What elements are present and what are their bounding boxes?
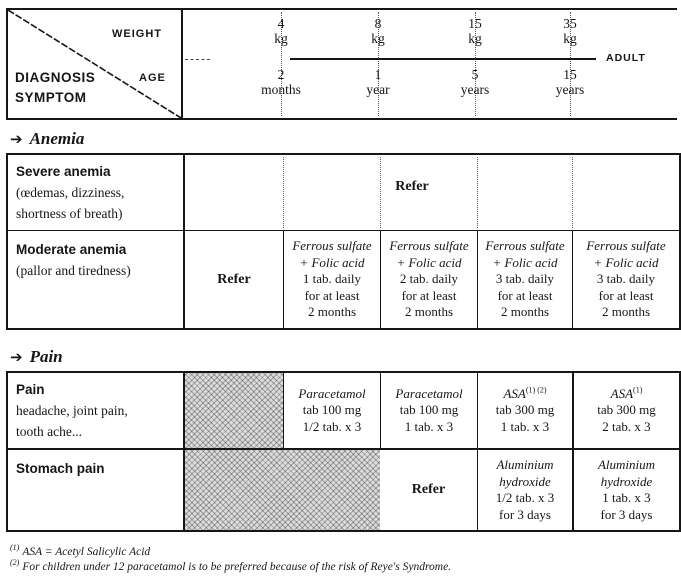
footnote-reference: (1) (2): [525, 385, 547, 395]
pain-table: Pain headache, joint pain, tooth ache...…: [6, 371, 681, 532]
stomach-pain-dose-cell-15yr: Aluminium hydroxide 1/2 tab. x 3 for 3 d…: [477, 448, 572, 530]
refer-text: Refer: [395, 179, 429, 194]
row-label: Pain: [16, 382, 45, 397]
pain-dose-cell-35kg: Paracetamol tab 100 mg 1 tab. x 3: [380, 373, 477, 448]
column-divider-dotted: [378, 12, 379, 116]
moderate-anemia-dose-cell-35kg: Ferrous sulfate + Folic acid 3 tab. dail…: [477, 230, 572, 328]
age-header-label: AGE: [139, 72, 166, 84]
column-divider-dotted: [283, 157, 284, 228]
footnote-2-marker: (2): [10, 558, 20, 568]
row-sublabel: headache, joint pain,: [16, 403, 128, 418]
stomach-pain-refer-cell: Refer: [380, 448, 477, 530]
stomach-pain-dose-cell-adult: Aluminium hydroxide 1 tab. x 3 for 3 day…: [572, 448, 679, 530]
not-applicable-shaded-cell: [185, 373, 283, 448]
age-threshold: 5 years: [460, 67, 490, 97]
footnote-reference: (1): [633, 385, 643, 395]
footnote-1: (1) ASA = Acetyl Salicylic Acid: [10, 543, 681, 560]
stomach-pain-label-cell: Stomach pain: [8, 448, 185, 530]
pain-dose-cell-15yr: ASA(1) (2) tab 300 mg 1 tab. x 3: [477, 373, 572, 448]
weight-age-columns-area: 4 kg 8 kg 15 kg 35 kg 2 months 1 year 5 years 1…: [183, 8, 677, 120]
row-label: Moderate anemia: [16, 242, 127, 257]
weight-header-label: WEIGHT: [112, 28, 162, 40]
adult-column-label: ADULT: [606, 52, 646, 64]
column-divider-dotted: [380, 157, 381, 228]
diagonal-divider-line: [8, 10, 181, 118]
weight-threshold: 8 kg: [371, 16, 385, 46]
weight-threshold: 4 kg: [274, 16, 288, 46]
refer-text: Refer: [217, 271, 251, 287]
diagnosis-header-label: DIAGNOSIS: [15, 70, 96, 85]
weight-threshold: 35 kg: [563, 16, 577, 46]
footnote-2: (2) For children under 12 paracetamol is …: [10, 558, 681, 575]
footnotes: (1) ASA = Acetyl Salicylic Acid (2) For ch…: [10, 543, 681, 575]
moderate-anemia-dose-cell-adult: Ferrous sulfate + Folic acid 3 tab. dail…: [572, 230, 679, 328]
weight-threshold: 15 kg: [468, 16, 482, 46]
age-threshold: 15 years: [555, 67, 585, 97]
footnote-2-text: For children under 12 paracetamol is to …: [22, 561, 452, 573]
diagnosis-weight-age-corner-cell: WEIGHT AGE DIAGNOSIS SYMPTOM: [6, 8, 183, 120]
section-title: Pain: [29, 347, 63, 366]
symptom-header-label: SYMPTOM: [15, 90, 87, 105]
moderate-anemia-refer-cell: Refer: [185, 230, 283, 328]
age-threshold: 2 months: [261, 67, 301, 97]
arrow-icon: ➔: [10, 348, 23, 366]
footnote-1-text: ASA = Acetyl Salicylic Acid: [22, 546, 151, 558]
weight-age-separator-line: [290, 58, 596, 60]
row-sublabel: (pallor and tiredness): [16, 263, 131, 278]
age-threshold: 1 year: [366, 67, 390, 97]
column-divider-dotted: [477, 157, 478, 228]
section-title: Anemia: [29, 129, 85, 148]
anemia-table: Severe anemia (œdemas, dizziness, shortn…: [6, 153, 681, 330]
arrow-icon: ➔: [10, 130, 23, 148]
column-divider-dotted: [570, 12, 571, 116]
severe-anemia-refer-cell: Refer: [185, 155, 679, 230]
column-divider-dotted: [572, 157, 573, 228]
severe-anemia-label-cell: Severe anemia (œdemas, dizziness, shortn…: [8, 155, 185, 230]
not-applicable-shaded-cell: [185, 448, 380, 530]
moderate-anemia-dose-cell-15kg: Ferrous sulfate + Folic acid 2 tab. dail…: [380, 230, 477, 328]
refer-text: Refer: [411, 482, 446, 497]
column-divider-dotted: [281, 12, 282, 116]
row-sublabel: (œdemas, dizziness,: [16, 185, 125, 200]
pain-dose-cell-adult: ASA(1) tab 300 mg 2 tab. x 3: [572, 373, 679, 448]
anemia-section-heading: ➔ Anemia: [10, 129, 681, 149]
pain-label-cell: Pain headache, joint pain, tooth ache...: [8, 373, 185, 448]
moderate-anemia-dose-cell-8kg: Ferrous sulfate + Folic acid 1 tab. dail…: [283, 230, 380, 328]
pain-section-heading: ➔ Pain: [10, 347, 681, 367]
column-divider-dotted: [475, 12, 476, 116]
moderate-anemia-label-cell: Moderate anemia (pallor and tiredness): [8, 230, 185, 328]
row-sublabel: shortness of breath): [16, 206, 123, 221]
pain-dose-cell-15kg: Paracetamol tab 100 mg 1/2 tab. x 3: [283, 373, 380, 448]
row-sublabel: tooth ache...: [16, 424, 82, 439]
footnote-1-marker: (1): [10, 543, 20, 553]
dashed-connector-line: [185, 59, 210, 60]
row-label: Stomach pain: [16, 461, 105, 476]
weight-age-header: WEIGHT AGE DIAGNOSIS SYMPTOM 4 kg 8 kg 15 k…: [6, 8, 681, 120]
row-label: Severe anemia: [16, 164, 111, 179]
